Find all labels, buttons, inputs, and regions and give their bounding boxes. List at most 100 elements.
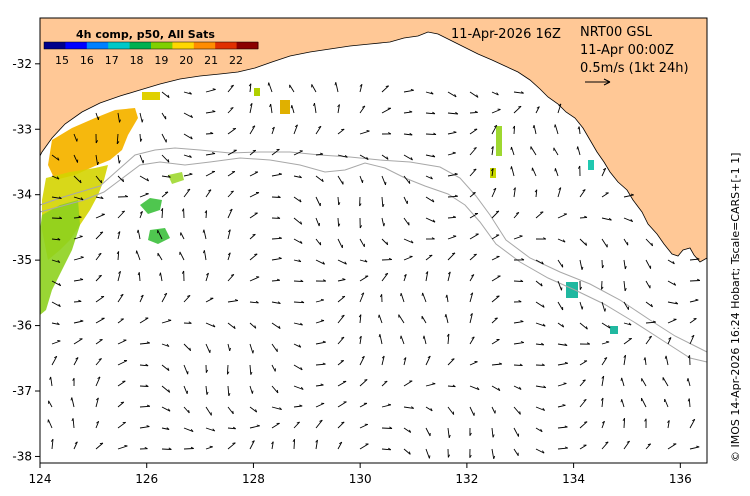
current-arrow [161, 175, 171, 178]
current-arrow [95, 296, 105, 303]
current-arrow-head [230, 273, 235, 276]
current-arrow-head [583, 398, 587, 401]
current-arrow-head [71, 418, 74, 422]
current-arrow [623, 355, 627, 366]
current-arrow-head [494, 124, 498, 128]
current-arrow-head [278, 325, 281, 329]
current-arrow-head [80, 256, 84, 258]
current-arrow-head [430, 91, 434, 95]
current-arrow-head [428, 455, 431, 459]
current-arrow [227, 229, 231, 240]
current-arrow [381, 217, 385, 227]
current-arrow [157, 252, 163, 261]
colorbar-gradient [44, 42, 259, 49]
current-arrow-head [299, 404, 303, 407]
current-arrow [95, 274, 102, 282]
current-arrow-head [98, 274, 102, 277]
current-arrow-head [664, 355, 667, 359]
current-arrow-head [444, 314, 447, 318]
current-arrow [513, 91, 524, 94]
current-arrow [400, 335, 405, 345]
current-arrow-head [422, 335, 425, 339]
current-arrow-head [72, 377, 75, 381]
current-arrow [491, 406, 496, 414]
current-arrow [578, 126, 581, 135]
colorbar-swatch [86, 42, 109, 49]
current-arrow [249, 406, 257, 413]
current-arrow [117, 401, 125, 408]
current-arrow [621, 377, 625, 387]
current-arrow-head [383, 223, 386, 227]
current-arrow-head [540, 283, 543, 287]
current-arrow-head [561, 324, 565, 328]
current-arrow [95, 112, 99, 121]
current-arrow-head [58, 282, 62, 286]
current-arrow [491, 317, 498, 324]
current-arrow-head [361, 292, 365, 296]
current-arrow-head [146, 178, 149, 182]
current-arrow-head [167, 94, 170, 98]
current-arrow [425, 254, 433, 261]
current-arrow-head [277, 195, 281, 198]
current-arrow [623, 301, 629, 310]
current-arrow-head [315, 439, 318, 443]
current-arrow [139, 426, 150, 429]
current-arrow [48, 400, 53, 408]
current-arrow-head [344, 261, 347, 265]
current-arrow-head [124, 194, 128, 198]
current-arrow-head [518, 105, 522, 108]
current-arrow [73, 357, 79, 366]
colorbar-swatch [44, 42, 66, 49]
colorbar-tick-label: 16 [80, 54, 94, 67]
current-arrow [644, 357, 647, 366]
plot-frame [39, 17, 708, 464]
current-arrow-head [675, 301, 679, 305]
current-arrow-head [563, 382, 567, 384]
current-arrow [95, 253, 102, 261]
current-arrow-head [188, 321, 192, 324]
current-arrow [51, 154, 60, 161]
current-arrow [447, 271, 451, 282]
current-arrow-head [540, 428, 543, 432]
current-arrow [249, 171, 259, 177]
current-arrow-head [469, 454, 472, 458]
current-arrow-head [79, 235, 83, 237]
current-arrow [623, 217, 633, 223]
current-arrow-head [473, 253, 477, 256]
current-arrow [535, 189, 538, 198]
current-arrow-head [358, 314, 362, 318]
current-arrow [117, 154, 120, 164]
current-arrow [579, 421, 588, 429]
sst-patch-coast-3 [254, 88, 260, 96]
current-arrow-head [584, 215, 588, 218]
y-tick-label: -36 [12, 319, 32, 333]
current-arrow-head [160, 208, 164, 212]
current-arrow-head [696, 257, 700, 260]
current-arrow-head [562, 239, 566, 243]
current-arrow [117, 380, 126, 387]
current-arrow [557, 280, 562, 291]
current-arrow-head [432, 382, 436, 385]
current-arrow [337, 401, 347, 408]
current-arrow [271, 257, 282, 261]
current-arrow [315, 153, 324, 156]
current-arrow [535, 343, 544, 346]
current-arrow [469, 128, 478, 135]
current-arrow [403, 274, 407, 282]
current-arrow [621, 399, 625, 408]
current-arrow [535, 301, 545, 308]
current-arrow [579, 301, 583, 310]
current-arrow-head [341, 421, 345, 424]
current-arrow [227, 300, 238, 303]
current-arrow-head [212, 428, 216, 432]
current-arrow [117, 360, 128, 366]
current-arrow [554, 124, 559, 135]
current-arrow [403, 196, 408, 204]
current-arrow [337, 360, 344, 366]
current-arrow [227, 107, 234, 114]
current-arrow [425, 133, 437, 136]
current-arrow [533, 125, 537, 135]
current-arrow [117, 339, 127, 345]
current-arrow-head [167, 367, 170, 371]
current-arrow [469, 361, 478, 366]
